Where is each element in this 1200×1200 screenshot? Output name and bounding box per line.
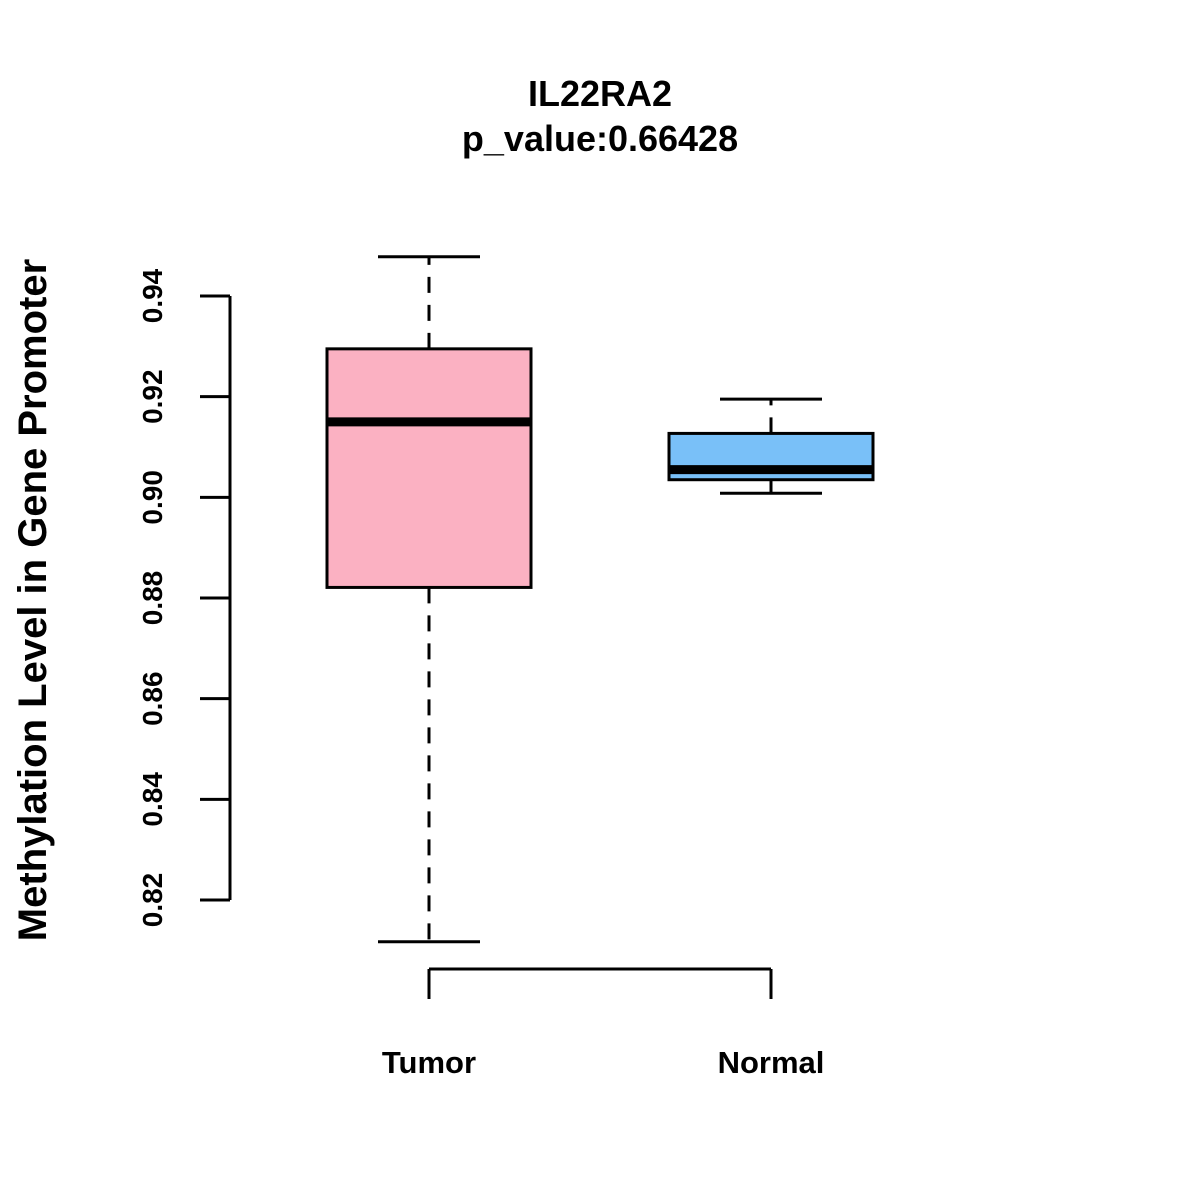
y-tick-label: 0.90 (137, 470, 168, 525)
y-tick-label: 0.88 (137, 571, 168, 626)
y-tick-label: 0.92 (137, 369, 168, 424)
y-tick-label: 0.86 (137, 671, 168, 726)
chart-subtitle: p_value:0.66428 (462, 118, 738, 159)
y-axis-label: Methylation Level in Gene Promoter (11, 259, 55, 941)
y-tick-label: 0.94 (137, 268, 168, 323)
y-axis: 0.82 0.84 0.86 0.88 0.90 0.92 0.94 (137, 268, 232, 928)
box-group-tumor (325, 255, 533, 944)
x-axis: Tumor Normal (382, 967, 825, 1080)
boxes (325, 255, 875, 944)
box-group-normal (667, 397, 875, 495)
y-tick-label: 0.84 (137, 772, 168, 827)
y-tick-label: 0.82 (137, 873, 168, 928)
chart-title: IL22RA2 (528, 73, 672, 114)
x-tick-label: Tumor (382, 1045, 476, 1080)
x-tick-label: Normal (718, 1045, 825, 1080)
box-iqr (325, 347, 533, 589)
